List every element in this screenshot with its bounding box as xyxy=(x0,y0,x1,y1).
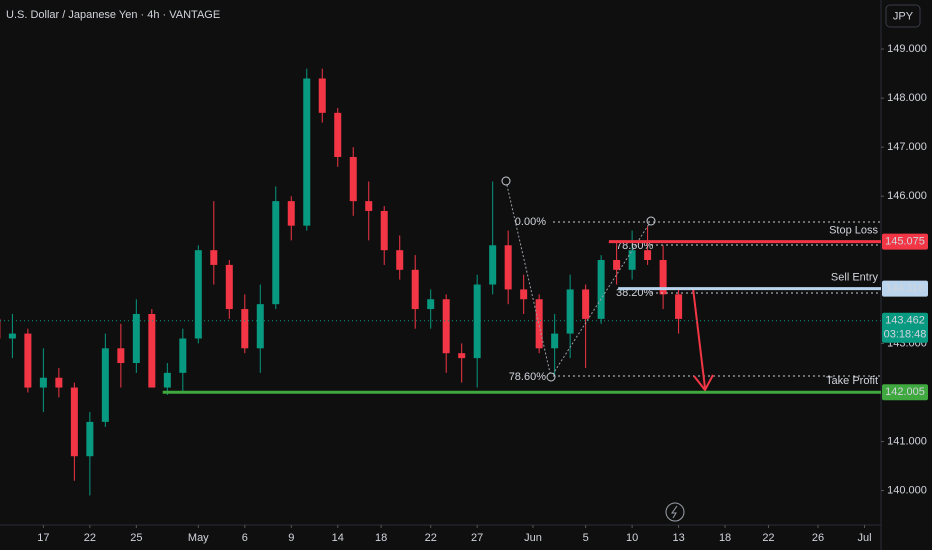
candle-body xyxy=(318,78,326,113)
currency-button[interactable] xyxy=(885,4,921,28)
candle-body xyxy=(644,250,652,260)
last-price-box xyxy=(882,312,928,343)
x-tick-label: 10 xyxy=(626,532,638,544)
x-tick-label: 18 xyxy=(719,532,731,544)
candle-body xyxy=(396,250,404,270)
pivot xyxy=(546,372,556,382)
last-price-label: 143.462 xyxy=(885,315,925,327)
x-tick-label: 18 xyxy=(375,532,387,544)
fib-label: 0.00% xyxy=(515,216,546,228)
x-tick-label: 22 xyxy=(425,532,437,544)
candle-body xyxy=(349,156,357,202)
y-tick-label: 148.000 xyxy=(887,92,927,104)
candle-body xyxy=(628,250,636,270)
candle-body xyxy=(458,353,466,359)
candle-body xyxy=(8,333,16,339)
currency-label: JPY xyxy=(893,10,914,22)
level-price-label: 145.075 xyxy=(885,236,925,248)
candle-body xyxy=(442,299,450,354)
x-tick-label: 5 xyxy=(583,532,589,544)
candle-body xyxy=(39,377,47,388)
candle-body xyxy=(675,294,683,319)
candle-body xyxy=(194,250,202,339)
event-icon[interactable] xyxy=(665,502,685,522)
level-price-label: 142.005 xyxy=(885,386,925,398)
chart-title: U.S. Dollar / Japanese Yen · 4h · VANTAG… xyxy=(6,9,220,21)
candle-body xyxy=(272,201,280,305)
candle-body xyxy=(241,309,249,349)
candle-body xyxy=(535,299,543,349)
candle-body xyxy=(148,313,156,388)
candle-body xyxy=(256,304,264,349)
x-tick-label: 9 xyxy=(288,532,294,544)
event-icon xyxy=(671,505,678,519)
candle-body xyxy=(520,289,528,300)
y-tick-label: 141.000 xyxy=(887,435,927,447)
x-tick-label: 27 xyxy=(471,532,483,544)
candle-body xyxy=(179,338,187,373)
candle-body xyxy=(86,421,94,457)
x-tick-label: 14 xyxy=(332,532,344,544)
x-tick-label: 13 xyxy=(672,532,684,544)
candle-body xyxy=(489,245,497,285)
candle-body xyxy=(411,269,419,310)
arrow-head xyxy=(693,374,714,392)
y-tick-label: 149.000 xyxy=(887,43,927,55)
candle-body xyxy=(380,210,388,251)
x-tick-label: 26 xyxy=(812,532,824,544)
candle-body xyxy=(365,201,373,211)
candle-body xyxy=(132,313,140,364)
level-name: Stop Loss xyxy=(829,225,878,237)
x-tick-label: 25 xyxy=(130,532,142,544)
candle-body xyxy=(582,289,590,319)
candle-body xyxy=(613,260,621,270)
candle-body xyxy=(427,299,435,310)
arrow xyxy=(692,287,706,389)
countdown: 03:18:48 xyxy=(884,329,927,341)
x-tick-label: Jul xyxy=(857,532,871,544)
level-name: Take Profit xyxy=(826,375,878,387)
level-price-box xyxy=(882,233,928,250)
x-tick-label: Jun xyxy=(524,532,542,544)
level-price-box xyxy=(882,280,928,297)
y-tick-label: 140.000 xyxy=(887,484,927,496)
y-tick-label: 147.000 xyxy=(887,141,927,153)
candle-body xyxy=(551,333,559,349)
candle-body xyxy=(597,260,605,319)
x-tick-label: 22 xyxy=(84,532,96,544)
candle-body xyxy=(566,289,574,334)
candle-body xyxy=(303,78,311,226)
candle-body xyxy=(287,201,295,226)
candle-body xyxy=(225,264,233,310)
candle-body xyxy=(334,112,342,157)
candle-body xyxy=(659,260,667,295)
candle-body xyxy=(70,387,78,457)
candle-body xyxy=(473,284,481,359)
candle-body xyxy=(210,250,218,265)
plot xyxy=(0,68,683,496)
level-name: Sell Entry xyxy=(831,272,879,284)
x-tick-label: 22 xyxy=(762,532,774,544)
candle-body xyxy=(101,348,109,422)
candle-body xyxy=(117,348,125,364)
candle-body xyxy=(504,245,512,290)
candle-body xyxy=(163,372,171,388)
pivot xyxy=(501,176,511,186)
x-tick-label: 6 xyxy=(242,532,248,544)
candle-body xyxy=(55,377,63,388)
x-tick-label: 17 xyxy=(37,532,49,544)
x-tick-label: May xyxy=(188,532,209,544)
fib-label: 78.60% xyxy=(509,371,547,383)
pivot xyxy=(646,216,656,226)
candle-body xyxy=(24,333,32,388)
level-price-box xyxy=(882,384,928,401)
y-tick-label: 146.000 xyxy=(887,190,927,202)
level-price-label: 144.116 xyxy=(886,283,925,295)
